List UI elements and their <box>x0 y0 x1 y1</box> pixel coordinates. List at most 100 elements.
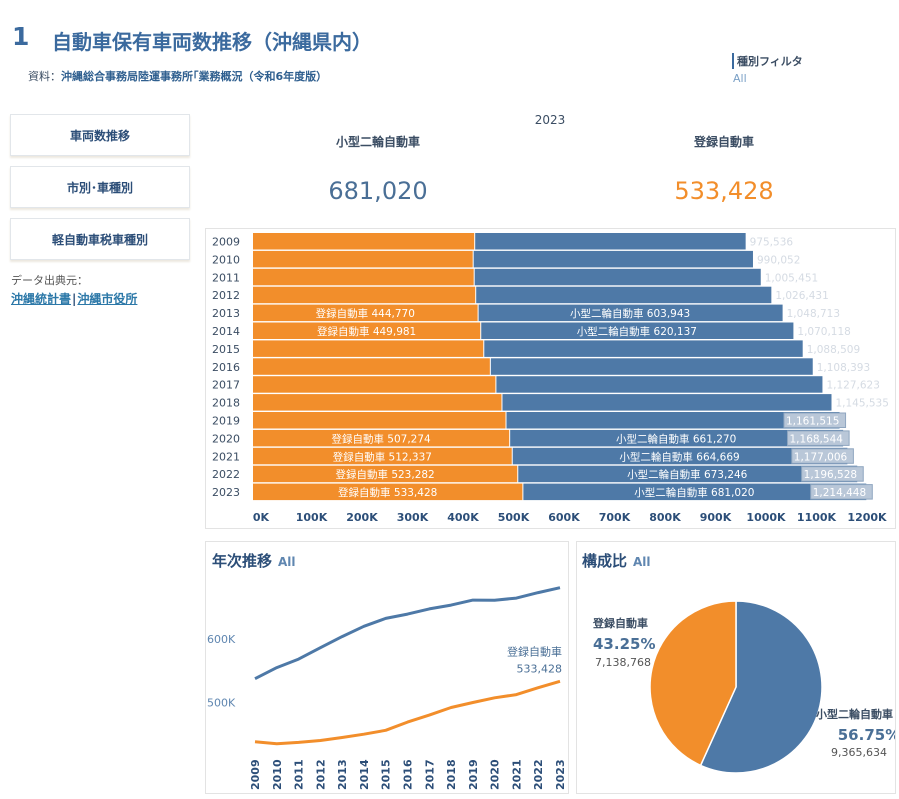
bar-registered <box>253 268 474 286</box>
nav-vehicle-trend-button[interactable]: 車両数推移 <box>10 114 190 156</box>
pie-chart-title: 構成比 <box>582 552 628 570</box>
total-label: 975,536 <box>750 237 794 249</box>
x-tick-label: 2012 <box>314 759 327 790</box>
y-tick-label: 500K <box>207 696 236 709</box>
total-label: 1,088,509 <box>807 344 860 356</box>
segment-label-registered: 登録自動車 533,428 <box>338 486 437 499</box>
line-chart-subtitle: All <box>278 555 296 569</box>
bar-registered <box>253 376 496 393</box>
page-title: 自動車保有車両数推移（沖縄県内） <box>52 30 372 54</box>
x-tick-label: 100K <box>296 511 328 524</box>
bar-year-label: 2014 <box>212 325 240 338</box>
stacked-bar-panel: 2009 975,536 2010 990,052 2011 1,005,451 2012 1… <box>205 228 896 529</box>
bar-motorcycle <box>506 412 840 429</box>
bar-motorcycle <box>476 286 772 304</box>
nav-light-vehicle-tax-button[interactable]: 軽自動車税車種別 <box>10 218 190 260</box>
bar-registered <box>253 394 502 411</box>
x-tick-label: 2018 <box>445 759 458 790</box>
bar-registered <box>253 429 510 447</box>
nav-city-type-button[interactable]: 市別･車種別 <box>10 166 190 208</box>
bar-year-label: 2013 <box>212 307 240 320</box>
bar-year-label: 2019 <box>212 415 240 428</box>
bar-year-label: 2009 <box>212 236 240 249</box>
x-tick-label: 2017 <box>423 759 436 790</box>
stacked-bar-chart: 2009 975,536 2010 990,052 2011 1,005,451 2012 1… <box>212 233 889 524</box>
pie-label-registered-value: 7,138,768 <box>595 656 651 669</box>
bar-year-label: 2017 <box>212 379 240 392</box>
bar-motorcycle <box>481 322 794 339</box>
x-tick-label: 600K <box>548 511 580 524</box>
okinawa-city-link[interactable]: 沖縄市役所 <box>77 292 138 306</box>
okinawa-stats-link[interactable]: 沖縄統計書 <box>11 292 72 306</box>
total-label: 1,214,448 <box>813 487 866 499</box>
bar-motorcycle <box>474 268 761 286</box>
x-tick-label: 300K <box>397 511 429 524</box>
pie-slice-motorcycle <box>699 600 823 774</box>
x-tick-label: 2014 <box>358 759 371 790</box>
source-prefix: 資料： <box>28 70 61 83</box>
type-filter-label: 種別フィルタ <box>732 53 803 69</box>
bar-year-label: 2018 <box>212 397 240 410</box>
total-label-box <box>801 466 864 482</box>
total-label: 1,127,623 <box>826 380 879 392</box>
data-source-label: データ出典元： <box>11 274 88 287</box>
total-label: 1,177,006 <box>794 451 848 463</box>
bar-motorcycle <box>502 394 832 411</box>
bar-registered <box>253 465 518 483</box>
type-filter-value[interactable]: All <box>733 72 747 85</box>
total-label: 1,026,431 <box>775 290 828 302</box>
bar-year-label: 2023 <box>212 486 240 499</box>
bar-registered <box>253 322 481 339</box>
total-label: 1,070,118 <box>797 326 850 338</box>
x-tick-label: 2020 <box>489 759 502 790</box>
x-tick-label: 2016 <box>402 759 415 790</box>
bar-year-label: 2021 <box>212 450 240 463</box>
pie-slice-registered <box>649 600 737 767</box>
x-tick-label: 2009 <box>249 759 262 790</box>
bar-year-label: 2015 <box>212 343 240 356</box>
bar-registered <box>253 412 506 429</box>
x-tick-label: 1000K <box>746 511 786 524</box>
segment-label-motorcycle: 小型二輪自動車 673,246 <box>627 468 748 481</box>
x-tick-label: 1100K <box>797 511 837 524</box>
bar-year-label: 2012 <box>212 289 240 302</box>
pie-chart-panel: 構成比 All 登録自動車 43.25% 7,138,768 小型二輪自動車 56.75%… <box>576 541 896 794</box>
x-tick-label: 500K <box>498 511 530 524</box>
x-tick-label: 2010 <box>271 759 284 790</box>
x-tick-label: 800K <box>649 511 681 524</box>
kpi-registered-label: 登録自動車 <box>693 135 754 149</box>
x-tick-label: 2013 <box>336 759 349 790</box>
bar-motorcycle <box>473 250 753 268</box>
total-label-box <box>791 448 854 464</box>
x-tick-label: 2015 <box>380 759 393 790</box>
x-tick-label: 1200K <box>847 511 887 524</box>
pie-chart-header: 構成比 All <box>582 550 651 571</box>
bar-motorcycle <box>518 465 858 483</box>
bar-year-label: 2020 <box>212 432 240 445</box>
x-tick-label: 2021 <box>510 759 523 790</box>
bar-registered <box>253 340 484 357</box>
page-number: 1 <box>12 22 30 51</box>
bar-motorcycle <box>478 304 783 322</box>
segment-label-motorcycle: 小型二輪自動車 661,270 <box>616 432 736 445</box>
total-label: 1,048,713 <box>787 308 840 320</box>
bar-year-label: 2016 <box>212 361 240 374</box>
bar-motorcycle <box>523 483 867 501</box>
x-tick-label: 0K <box>253 511 270 524</box>
line-motorcycle <box>254 586 561 681</box>
total-label: 1,168,544 <box>790 433 844 445</box>
bar-motorcycle <box>510 429 844 447</box>
bar-registered <box>253 304 478 322</box>
total-label: 1,145,535 <box>835 398 888 410</box>
pie-chart-subtitle: All <box>633 555 651 569</box>
x-tick-label: 400K <box>447 511 479 524</box>
bar-motorcycle <box>512 447 848 465</box>
pie-label-motorcycle-name: 小型二輪自動車 <box>815 707 893 721</box>
kpi-motorcycle-value: 681,020 <box>328 177 428 205</box>
bar-motorcycle <box>490 358 813 375</box>
segment-label-registered: 登録自動車 512,337 <box>333 450 432 463</box>
total-label-box <box>787 430 850 446</box>
kpi-year: 2023 <box>534 113 566 127</box>
segment-label-motorcycle: 小型二輪自動車 664,669 <box>619 450 739 463</box>
total-label: 1,196,528 <box>804 469 857 481</box>
